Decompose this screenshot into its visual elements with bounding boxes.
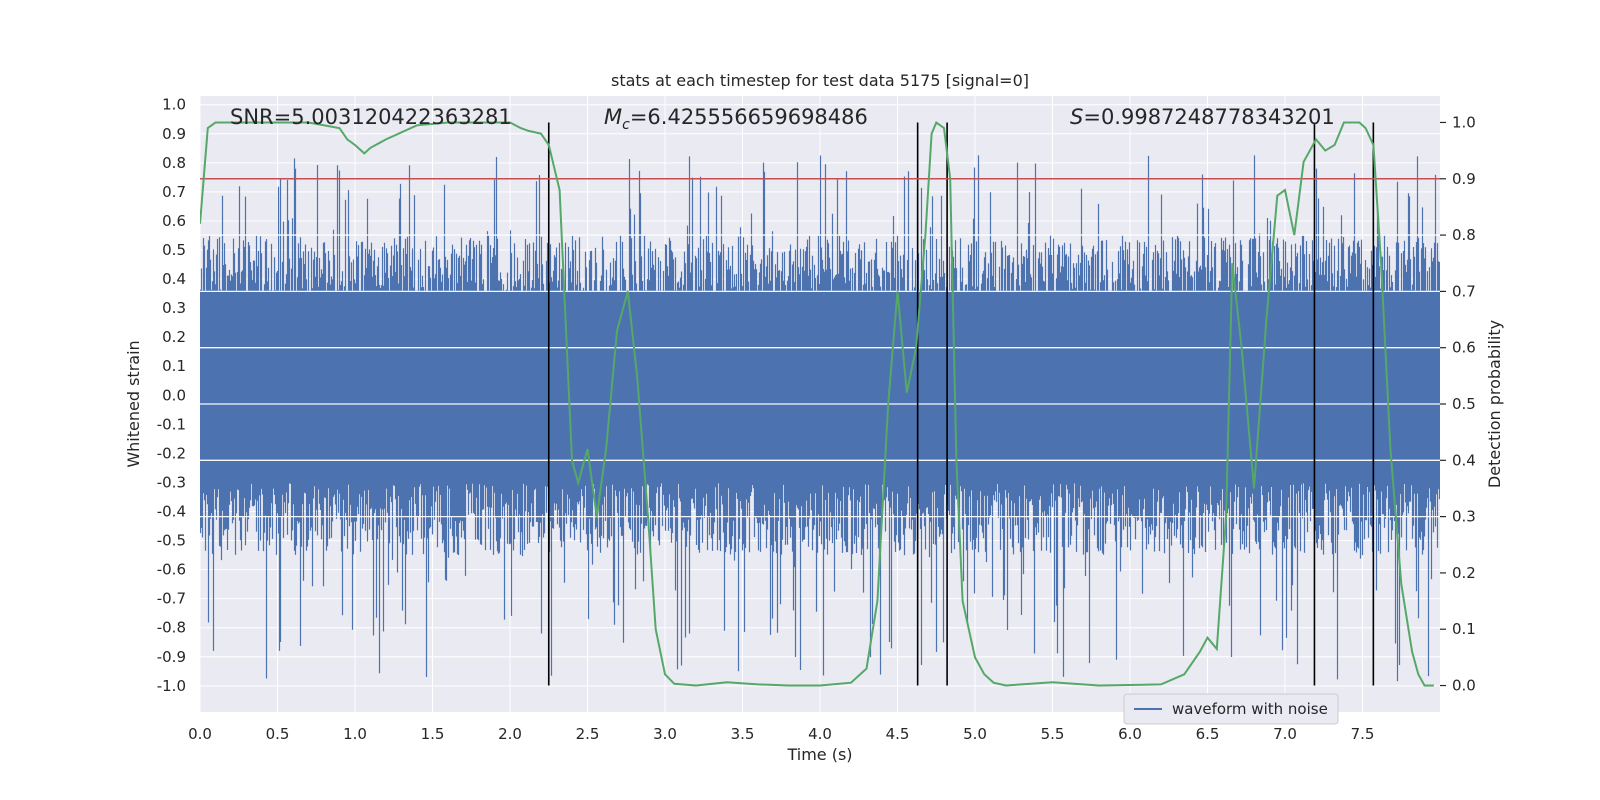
y-left-tick-label-13: -0.3 [157,473,186,491]
y-right-tick-label-6: 0.4 [1452,451,1476,469]
y-left-tick-label-3: 0.7 [162,183,186,201]
y-right-tick-label-2: 0.8 [1452,226,1476,244]
y-left-tick-label-14: -0.4 [157,503,186,521]
x-tick-label-5: 2.5 [576,725,600,743]
x-tick-label-0: 0.0 [188,725,212,743]
y-right-tick-label-7: 0.3 [1452,508,1476,526]
overlay-grid [200,234,1440,518]
chirp-mass-subscript: c [622,117,630,133]
y-left-tick-label-11: -0.1 [157,415,186,433]
s-value: =0.9987248778343201 [1083,105,1334,129]
x-axis-ticks: 0.0 0.5 1.0 1.5 2.0 2.5 3.0 3.5 4.0 4.5 5.0 5.5 6.0 6… [188,725,1374,743]
x-tick-label-2: 1.0 [343,725,367,743]
x-tick-label-1: 0.5 [266,725,290,743]
y-axis-left-ticks: 1.0 0.9 0.8 0.7 0.6 0.5 0.4 0.3 0.2 0.1 0.0 -0.1 -0.… [157,96,186,695]
x-tick-label-15: 7.5 [1351,725,1375,743]
y-right-tick-label-8: 0.2 [1452,564,1476,582]
y-left-tick-label-5: 0.5 [162,241,186,259]
y-left-tick-label-4: 0.6 [162,212,186,230]
x-tick-label-7: 3.5 [731,725,755,743]
x-tick-label-6: 3.0 [653,725,677,743]
y-left-tick-label-17: -0.7 [157,590,186,608]
y-left-tick-label-0: 1.0 [162,96,186,114]
y-right-tick-label-9: 0.1 [1452,620,1476,638]
chart-title: stats at each timestep for test data 517… [611,71,1029,90]
y-left-tick-label-10: 0.0 [162,386,186,404]
x-tick-label-13: 6.5 [1196,725,1220,743]
chirp-mass-symbol: M [604,105,622,129]
x-tick-label-14: 7.0 [1273,725,1297,743]
y-right-tick-label-3: 0.7 [1452,282,1476,300]
y-right-tick-label-1: 0.9 [1452,170,1476,188]
s-symbol: S [1070,105,1083,129]
legend-entry-waveform: waveform with noise [1172,700,1328,718]
waveform-core-band [200,290,1440,460]
chirp-mass-annotation: Mc=6.425556659698486 [604,105,868,133]
y-left-tick-label-6: 0.4 [162,270,186,288]
waveform-core-rect [200,290,1440,460]
x-tick-label-4: 2.0 [498,725,522,743]
y-left-tick-label-20: -1.0 [157,677,186,695]
y-left-tick-label-16: -0.6 [157,561,186,579]
snr-annotation: SNR=5.003120422363281 [230,105,512,129]
y-left-tick-label-7: 0.3 [162,299,186,317]
y-axis-right-label: Detection probability [1485,320,1504,488]
s-annotation: S=0.9987248778343201 [1070,105,1335,129]
y-right-tick-label-4: 0.6 [1452,339,1476,357]
y-left-tick-label-1: 0.9 [162,125,186,143]
y-right-tick-label-0: 1.0 [1452,113,1476,131]
legend: waveform with noise [1123,693,1339,725]
y-left-tick-label-12: -0.2 [157,444,186,462]
y-axis-left-label: Whitened strain [124,340,143,467]
chirp-mass-value: =6.425556659698486 [630,105,868,129]
y-right-tick-label-5: 0.5 [1452,395,1476,413]
y-axis-right-ticks: 1.0 0.9 0.8 0.7 0.6 0.5 0.4 0.3 0.2 0.1 0.0 [1440,113,1476,695]
x-tick-label-3: 1.5 [421,725,445,743]
y-left-tick-label-18: -0.8 [157,619,186,637]
vertical-lines [547,122,1375,686]
y-left-tick-label-19: -0.9 [157,648,186,666]
x-tick-label-12: 6.0 [1118,725,1142,743]
y-left-tick-label-2: 0.8 [162,154,186,172]
y-left-tick-label-8: 0.2 [162,328,186,346]
y-left-tick-label-15: -0.5 [157,532,186,550]
x-tick-label-9: 4.5 [886,725,910,743]
x-tick-label-10: 5.0 [963,725,987,743]
x-tick-label-11: 5.5 [1041,725,1065,743]
legend-box [1123,693,1339,725]
x-axis-label: Time (s) [786,745,852,764]
x-tick-label-8: 4.0 [808,725,832,743]
y-left-tick-label-9: 0.1 [162,357,186,375]
y-right-tick-label-10: 0.0 [1452,677,1476,695]
detection-probability-line [200,120,1434,687]
